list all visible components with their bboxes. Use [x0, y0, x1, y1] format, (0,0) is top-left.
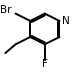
Text: F: F: [42, 59, 48, 69]
Text: Br: Br: [0, 5, 12, 15]
Text: N: N: [62, 16, 69, 26]
